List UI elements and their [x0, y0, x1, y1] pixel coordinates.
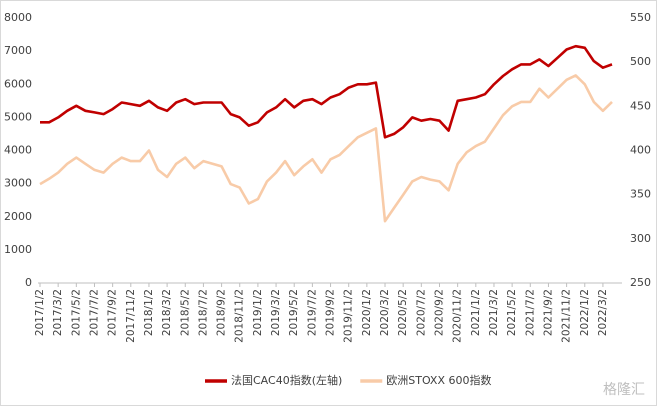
x-tick-label: 2019/5/2 — [288, 289, 300, 336]
x-tick-label: 2021/5/2 — [506, 289, 518, 336]
y-tick-label: 4000 — [4, 144, 32, 157]
x-tick-label: 2022/3/2 — [597, 289, 609, 336]
x-tick-label: 2021/11/2 — [561, 289, 573, 343]
y-tick-label: 1000 — [4, 243, 32, 256]
y2-tick-label: 550 — [630, 11, 651, 24]
x-tick-label: 2021/9/2 — [542, 289, 554, 336]
x-tick-label: 2018/7/2 — [197, 289, 209, 336]
y-tick-label: 7000 — [4, 44, 32, 57]
x-tick-label: 2021/7/2 — [524, 289, 536, 336]
x-tick-label: 2017/7/2 — [88, 289, 100, 336]
y-tick-label: 0 — [25, 276, 32, 289]
series-line — [40, 44, 613, 139]
x-tick-label: 2020/7/2 — [415, 289, 427, 336]
x-tick-label: 2017/11/2 — [125, 289, 137, 343]
series-line — [39, 74, 613, 223]
x-tick-label: 2017/3/2 — [52, 289, 64, 336]
legend-label: 欧洲STOXX 600指数 — [386, 373, 491, 387]
legend-label: 法国CAC40指数(左轴) — [231, 373, 342, 387]
x-tick-label: 2022/1/2 — [579, 289, 591, 336]
x-tick-label: 2018/11/2 — [234, 289, 246, 343]
y2-tick-label: 350 — [630, 188, 651, 201]
y2-tick-label: 500 — [630, 55, 651, 68]
x-tick-label: 2018/3/2 — [161, 289, 173, 336]
x-tick-label: 2020/11/2 — [452, 289, 464, 343]
y2-tick-label: 300 — [630, 232, 651, 245]
y-tick-label: 2000 — [4, 210, 32, 223]
x-tick-label: 2020/9/2 — [433, 289, 445, 336]
x-tick-label: 2019/9/2 — [325, 289, 337, 336]
x-tick-label: 2017/9/2 — [107, 289, 119, 336]
x-tick-label: 2020/5/2 — [397, 289, 409, 336]
x-tick-label: 2019/7/2 — [306, 289, 318, 336]
x-tick-label: 2019/11/2 — [343, 289, 355, 343]
x-tick-label: 2021/1/2 — [470, 289, 482, 336]
y2-tick-label: 250 — [630, 276, 651, 289]
y-tick-label: 8000 — [4, 11, 32, 24]
y-tick-label: 6000 — [4, 77, 32, 90]
x-tick-label: 2018/5/2 — [179, 289, 191, 336]
x-tick-label: 2017/5/2 — [70, 289, 82, 336]
y-tick-label: 3000 — [4, 177, 32, 190]
y2-tick-label: 400 — [630, 144, 651, 157]
x-tick-label: 2017/1/2 — [34, 289, 46, 336]
x-tick-label: 2018/9/2 — [216, 289, 228, 336]
x-tick-label: 2018/1/2 — [143, 289, 155, 336]
y-tick-label: 5000 — [4, 110, 32, 123]
x-tick-label: 2021/3/2 — [488, 289, 500, 336]
x-tick-label: 2020/3/2 — [379, 289, 391, 336]
y2-tick-label: 450 — [630, 99, 651, 112]
x-tick-label: 2019/3/2 — [270, 289, 282, 336]
watermark: 格隆汇 — [603, 382, 645, 398]
x-tick-label: 2019/1/2 — [252, 289, 264, 336]
x-tick-label: 2020/1/2 — [361, 289, 373, 336]
